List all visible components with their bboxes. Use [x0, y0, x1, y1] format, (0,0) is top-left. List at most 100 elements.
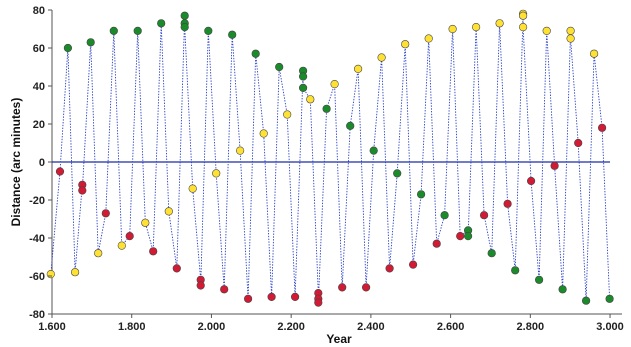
- point-red: [456, 232, 465, 241]
- point-green: [299, 72, 308, 81]
- point-red: [196, 281, 205, 290]
- point-yellow: [377, 53, 386, 62]
- point-red: [172, 264, 181, 273]
- y-tick-label: 40: [33, 81, 45, 93]
- point-yellow: [283, 110, 292, 119]
- point-yellow: [117, 241, 126, 250]
- point-red: [291, 292, 300, 302]
- point-green: [275, 62, 284, 72]
- y-tick-label: -60: [29, 271, 45, 283]
- point-green: [534, 275, 544, 284]
- point-green: [157, 19, 166, 28]
- point-green: [63, 43, 72, 53]
- point-red: [244, 294, 253, 303]
- point-red: [362, 283, 371, 292]
- point-yellow: [70, 268, 80, 277]
- point-red: [432, 239, 441, 248]
- point-red: [149, 247, 158, 256]
- point-green: [346, 121, 355, 130]
- point-green: [251, 49, 260, 58]
- point-green: [180, 23, 189, 32]
- y-tick-label: 80: [33, 5, 45, 17]
- point-yellow: [566, 34, 575, 43]
- point-red: [55, 167, 65, 176]
- x-axis-title: Year: [326, 332, 352, 346]
- point-yellow: [518, 23, 528, 32]
- connecting-trace: [50, 13, 611, 303]
- point-green: [133, 26, 142, 36]
- point-green: [581, 296, 591, 305]
- point-red: [503, 199, 512, 208]
- point-yellow: [424, 34, 433, 43]
- point-yellow: [212, 169, 221, 178]
- point-red: [597, 123, 607, 132]
- point-green: [487, 249, 496, 258]
- y-tick-label: 60: [33, 43, 45, 55]
- point-red: [480, 211, 489, 220]
- point-red: [220, 285, 229, 294]
- point-red: [338, 283, 347, 292]
- point-green: [322, 104, 331, 113]
- point-yellow: [354, 64, 363, 73]
- point-red: [314, 298, 323, 307]
- y-tick-label: 20: [33, 119, 45, 131]
- point-yellow: [306, 95, 315, 104]
- point-green: [558, 285, 567, 294]
- point-yellow: [94, 249, 103, 258]
- x-tick-label: 2.400: [357, 321, 385, 333]
- point-red: [78, 186, 87, 195]
- point-yellow: [518, 11, 528, 20]
- point-red: [574, 138, 583, 148]
- point-red: [409, 260, 418, 269]
- point-red: [550, 161, 559, 170]
- point-yellow: [330, 79, 339, 89]
- y-tick-label: -40: [29, 233, 45, 245]
- point-green: [109, 26, 118, 36]
- point-yellow: [188, 184, 197, 193]
- x-tick-label: 2.000: [198, 321, 226, 333]
- y-axis-title: Distance (arc minutes): [9, 98, 23, 227]
- x-tick-label: 2.600: [437, 321, 465, 333]
- point-yellow: [164, 207, 173, 216]
- x-tick-label: 3.000: [596, 321, 624, 333]
- y-axis-ticks: 80 60 40 20 0 -20 -40 -60 -80: [29, 5, 52, 321]
- point-yellow: [495, 19, 504, 28]
- point-green: [417, 190, 426, 199]
- point-yellow: [141, 218, 150, 227]
- y-tick-label: 0: [39, 157, 45, 169]
- x-tick-label: 1.800: [118, 321, 146, 333]
- x-tick-label: 1.600: [38, 321, 66, 333]
- point-green: [299, 83, 308, 92]
- point-green: [393, 169, 402, 178]
- point-yellow: [236, 146, 245, 155]
- y-tick-label: -20: [29, 195, 45, 207]
- x-tick-label: 2.800: [517, 321, 545, 333]
- point-red: [526, 176, 536, 186]
- point-yellow: [542, 26, 551, 36]
- point-yellow: [448, 24, 457, 34]
- point-green: [605, 294, 614, 303]
- point-yellow: [259, 129, 268, 138]
- point-yellow: [566, 26, 575, 36]
- point-yellow: [46, 270, 55, 279]
- trace-line: [50, 13, 611, 303]
- data-points: [46, 9, 614, 307]
- point-green: [180, 11, 189, 20]
- point-green: [204, 26, 213, 36]
- point-yellow: [401, 40, 410, 49]
- point-green: [440, 211, 449, 220]
- point-yellow: [472, 23, 481, 32]
- point-green: [86, 38, 95, 47]
- point-red: [267, 292, 276, 302]
- y-tick-label: -80: [29, 309, 45, 321]
- x-tick-label: 2.200: [277, 321, 305, 333]
- point-green: [228, 30, 237, 39]
- point-green: [369, 146, 378, 155]
- point-yellow: [589, 49, 599, 58]
- x-axis-ticks: 1.600 1.800 2.000 2.200 2.400 2.600 2.800 3.000: [38, 314, 624, 333]
- point-green: [464, 232, 473, 241]
- point-red: [125, 232, 134, 241]
- point-green: [511, 266, 520, 275]
- point-red: [385, 264, 394, 273]
